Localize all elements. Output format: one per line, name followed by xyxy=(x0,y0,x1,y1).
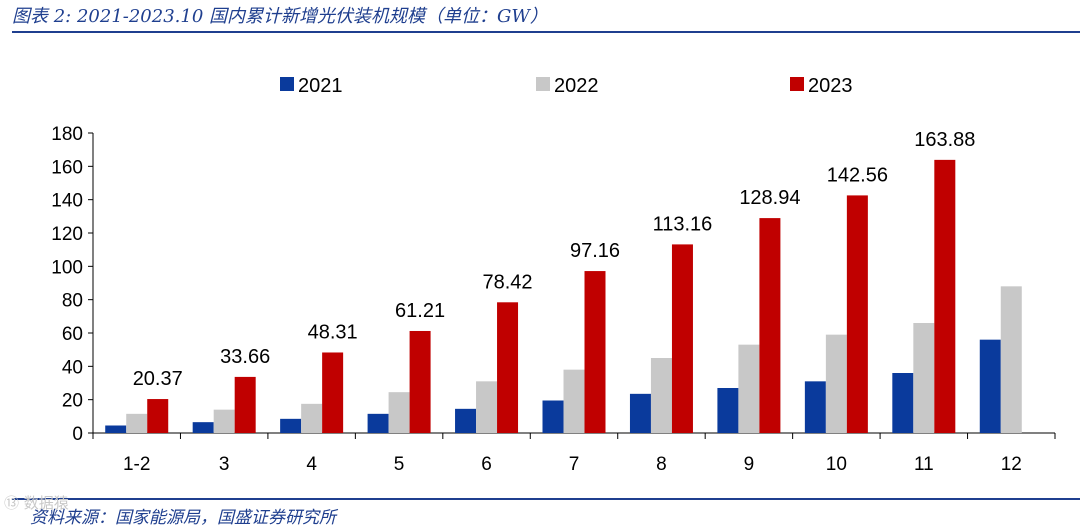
y-tick-label: 120 xyxy=(51,224,83,245)
bar-2021-12 xyxy=(979,339,1001,433)
x-tick-label: 3 xyxy=(219,454,230,475)
x-tick-label: 8 xyxy=(656,454,667,475)
data-label: 33.66 xyxy=(220,346,270,368)
bar-2021-10 xyxy=(804,381,826,433)
bar-2022-8 xyxy=(650,358,672,433)
x-tick-label: 7 xyxy=(569,454,580,475)
bar-2021-7 xyxy=(542,400,564,433)
bar-2023-5 xyxy=(409,330,431,433)
x-tick-label: 10 xyxy=(826,454,847,475)
y-tick-label: 60 xyxy=(62,324,83,345)
bar-2023-9 xyxy=(759,218,781,433)
bar-2021-1-2 xyxy=(105,425,127,433)
bar-2021-9 xyxy=(717,388,739,433)
data-labels: 20.37 33.66 48.31 61.21 78.42 97.16 113.16 128.… xyxy=(133,129,976,390)
bar-2023-7 xyxy=(584,271,606,433)
bar-2021-6 xyxy=(455,408,477,433)
bar-2021-8 xyxy=(629,393,651,433)
y-tick-label: 140 xyxy=(51,191,83,212)
legend: 2021 2022 2023 xyxy=(280,75,853,97)
chart-title: 图表 2: 2021-2023.10 国内累计新增光伏装机规模（单位：GW） xyxy=(12,6,548,27)
bar-2023-8 xyxy=(671,244,693,433)
title-rule xyxy=(12,31,1080,33)
x-tick-label: 1-2 xyxy=(123,454,150,475)
legend-label-2023: 2023 xyxy=(808,75,853,97)
bar-2023-6 xyxy=(497,302,519,433)
bar-2022-7 xyxy=(563,369,585,433)
data-label: 113.16 xyxy=(653,213,713,235)
x-axis: 1-2 3 4 5 6 7 8 9 10 11 12 xyxy=(92,432,1056,475)
legend-label-2022: 2022 xyxy=(554,75,599,97)
bar-2022-11 xyxy=(913,323,935,433)
data-label: 61.21 xyxy=(395,300,445,322)
legend-label-2021: 2021 xyxy=(298,75,343,97)
data-label: 97.16 xyxy=(570,240,620,262)
bar-2022-12 xyxy=(1000,286,1022,433)
y-tick-label: 20 xyxy=(62,391,83,412)
bar-2022-1-2 xyxy=(126,413,148,433)
y-tick-label: 80 xyxy=(62,291,83,312)
data-label: 78.42 xyxy=(483,271,533,293)
x-tick-label: 12 xyxy=(1001,454,1022,475)
x-tick-label: 11 xyxy=(914,454,934,475)
bar-2021-5 xyxy=(367,413,389,433)
legend-swatch-2023 xyxy=(790,77,804,91)
legend-swatch-2022 xyxy=(536,77,550,91)
x-tick-label: 6 xyxy=(481,454,492,475)
x-tick-label: 9 xyxy=(744,454,755,475)
x-tick-label: 4 xyxy=(306,454,317,475)
bars xyxy=(105,159,1022,433)
bar-2022-10 xyxy=(825,334,847,433)
watermark: ⑬ 数据猿 xyxy=(4,494,69,512)
data-label: 20.37 xyxy=(133,368,183,390)
bar-2022-9 xyxy=(738,344,760,433)
footer-rule xyxy=(12,498,1080,500)
bar-2022-6 xyxy=(476,381,498,433)
y-axis: 0 20 40 60 80 100 120 140 160 180 xyxy=(51,124,94,445)
bar-2022-5 xyxy=(388,392,410,433)
bar-2023-11 xyxy=(934,159,956,433)
data-label: 163.88 xyxy=(914,129,975,151)
x-tick-label: 5 xyxy=(394,454,405,475)
bar-2022-3 xyxy=(213,409,235,433)
y-tick-label: 100 xyxy=(51,257,83,278)
y-tick-label: 40 xyxy=(62,357,83,378)
data-label: 48.31 xyxy=(308,321,358,343)
bar-2021-11 xyxy=(892,373,914,433)
y-tick-label: 160 xyxy=(51,157,83,178)
bar-2021-4 xyxy=(280,418,302,433)
y-tick-label: 0 xyxy=(72,424,83,445)
source-note: 资料来源：国家能源局，国盛证券研究所 xyxy=(30,508,336,528)
bar-2022-4 xyxy=(301,403,323,433)
bar-2021-3 xyxy=(192,422,214,433)
y-tick-label: 180 xyxy=(51,124,83,145)
bar-2023-4 xyxy=(322,352,344,433)
data-label: 128.94 xyxy=(739,187,800,209)
bar-2023-3 xyxy=(234,376,256,433)
legend-swatch-2021 xyxy=(280,77,294,91)
data-label: 142.56 xyxy=(827,164,888,186)
bar-2023-10 xyxy=(846,195,868,433)
bar-2023-1-2 xyxy=(147,399,169,433)
